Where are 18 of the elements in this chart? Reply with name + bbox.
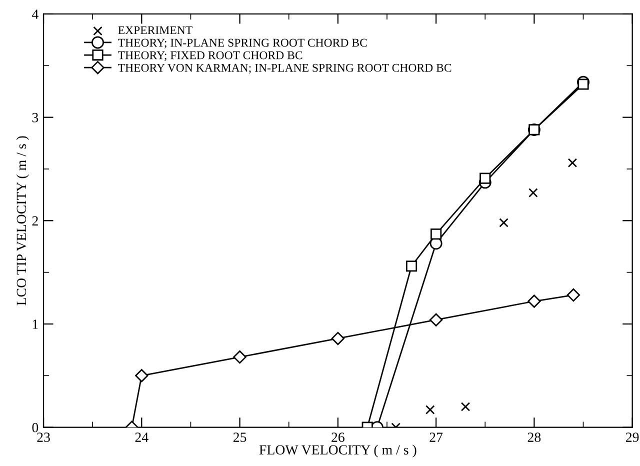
x-tick-label: 29 [626,432,639,442]
x-tick-label: 24 [135,432,148,442]
y-tick-label: 0 [32,422,38,432]
x-tick-label: 26 [332,432,344,442]
x-tick-label: 28 [528,432,541,442]
legend-label: EXPERIMENT [118,26,192,34]
x-tick-label: 25 [233,432,246,442]
y-tick-label: 2 [32,216,38,226]
y-tick-label: 4 [32,10,38,19]
y-tick-label: 3 [32,112,38,122]
legend-label: THEORY; FIXED ROOT CHORD BC [118,51,302,61]
y-tick-label: 1 [32,320,38,329]
x-tick-label: 23 [37,432,50,442]
y-axis-title: LCO TIP VELOCITY ( m / s ) [16,136,29,306]
legend-label: THEORY VON KARMAN; IN-PLANE SPRING ROOT CHORD BC [118,64,452,74]
legend-label: THEORY; IN-PLANE SPRING ROOT CHORD BC [118,38,367,48]
x-tick-label: 27 [430,432,443,442]
x-axis-title: FLOW VELOCITY ( m / s ) [259,444,416,458]
